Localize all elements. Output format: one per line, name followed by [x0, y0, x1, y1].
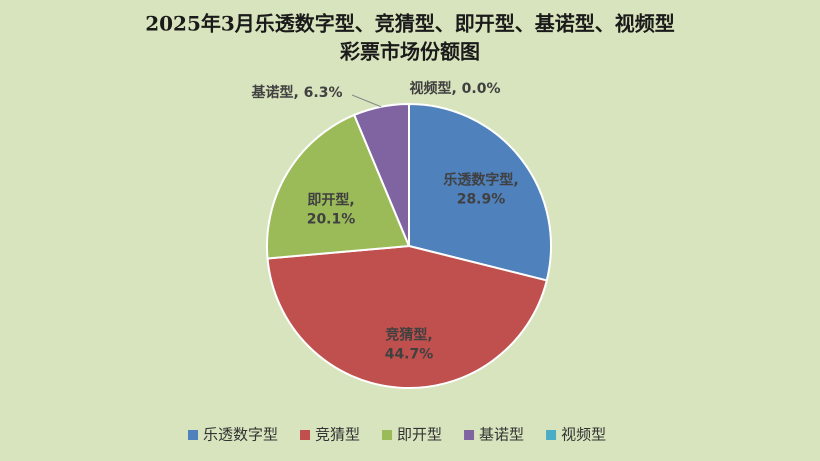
legend-label: 基诺型	[479, 426, 524, 444]
legend-swatch	[546, 430, 557, 440]
data-label: 即开型,	[307, 192, 354, 209]
data-label: 乐透数字型,	[443, 172, 518, 189]
legend-swatch	[382, 430, 393, 440]
legend-label: 视频型	[561, 426, 606, 444]
data-label: 竞猜型,	[385, 327, 432, 344]
legend-swatch	[188, 430, 198, 440]
legend-swatch	[300, 430, 311, 440]
data-label: 视频型, 0.0%	[409, 80, 500, 97]
data-label: 44.7%	[385, 347, 434, 363]
data-label: 20.1%	[307, 212, 356, 228]
chart-title: 彩票市场份额图	[339, 40, 480, 64]
legend-label: 竞猜型	[315, 426, 360, 444]
pie-slice	[266, 244, 548, 389]
data-label: 28.9%	[457, 192, 506, 208]
leader-line	[351, 94, 382, 108]
legend-label: 即开型	[397, 426, 442, 444]
legend-swatch	[464, 430, 475, 440]
pie-slice	[408, 102, 552, 282]
chart-title: 2025年3月乐透数字型、竞猜型、即开型、基诺型、视频型	[145, 12, 675, 36]
legend-label: 乐透数字型	[203, 426, 278, 444]
pie-slice	[266, 113, 411, 260]
data-label: 基诺型, 6.3%	[251, 84, 342, 101]
